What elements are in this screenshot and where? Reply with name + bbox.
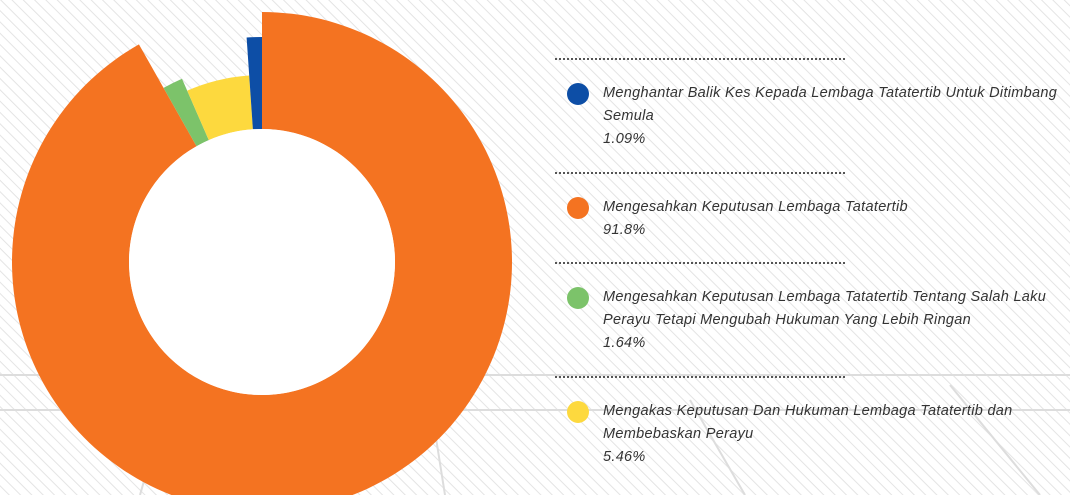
donut-slice bbox=[246, 37, 262, 130]
value-label: 1.09% bbox=[603, 131, 646, 147]
separator bbox=[555, 376, 845, 378]
legend-label: Mengesahkan Keputusan Lembaga Tatatertib… bbox=[603, 289, 1047, 328]
donut-slice bbox=[12, 12, 512, 495]
separator bbox=[555, 58, 845, 60]
legend-text: Mengesahkan Keputusan Lembaga Tatatertib… bbox=[603, 196, 1065, 242]
legend-text: Mengesahkan Keputusan Lembaga Tatatertib… bbox=[603, 286, 1065, 355]
legend-text: Mengakas Keputusan Dan Hukuman Lembaga T… bbox=[603, 400, 1065, 469]
legend-label: Menghantar Balik Kes Kepada Lembaga Tata… bbox=[603, 85, 1058, 124]
donut-slice bbox=[163, 78, 209, 147]
legend-swatch bbox=[567, 83, 589, 105]
donut-slice bbox=[187, 75, 253, 141]
separator bbox=[555, 262, 845, 264]
donut-hole bbox=[129, 129, 395, 395]
legend-label: Mengakas Keputusan Dan Hukuman Lembaga T… bbox=[603, 403, 1013, 442]
legend-text: Menghantar Balik Kes Kepada Lembaga Tata… bbox=[603, 82, 1065, 151]
legend-swatch bbox=[567, 401, 589, 423]
value-label: 5.46% bbox=[603, 449, 646, 465]
donut bbox=[12, 12, 512, 495]
separator bbox=[555, 172, 845, 174]
value-label: 1.64% bbox=[603, 335, 646, 351]
legend-swatch bbox=[567, 287, 589, 309]
legend-label: Mengesahkan Keputusan Lembaga Tatatertib bbox=[603, 199, 908, 215]
value-label: 91.8% bbox=[603, 222, 646, 238]
legend-swatch bbox=[567, 197, 589, 219]
